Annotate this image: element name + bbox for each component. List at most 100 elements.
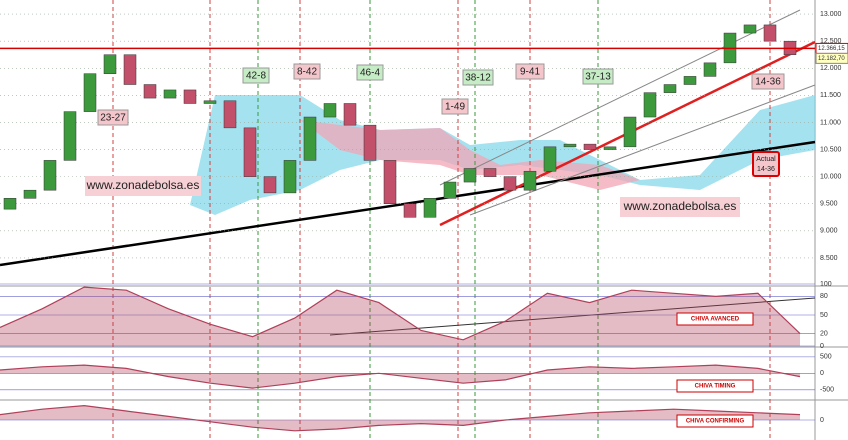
candle: [563, 143, 577, 148]
panel-label-box: [676, 379, 754, 393]
y-tick-label: 11.000: [820, 119, 841, 126]
annotation-box: [441, 98, 469, 115]
watermark-box: [85, 176, 201, 196]
annotation: 42-8: [246, 71, 266, 82]
y-tick-label: 13.000: [820, 11, 842, 18]
y-tick-label: 11.500: [820, 92, 841, 99]
candle: [523, 170, 537, 191]
price-tag-label: 12.366,15: [818, 46, 845, 52]
candle: [583, 143, 597, 150]
price-tag-label: 12.182,70: [818, 56, 845, 62]
candle: [43, 160, 57, 191]
channel-line: [469, 84, 816, 216]
candle: [543, 146, 557, 172]
trend-line: [329, 297, 816, 336]
candle: [663, 84, 677, 93]
annotation: 23-27: [100, 113, 126, 124]
candle: [443, 181, 457, 199]
oscillator-line: [0, 286, 801, 341]
y-tick-label: 20: [820, 330, 828, 337]
oscillator-area: [0, 287, 800, 346]
oscillator-line: [0, 404, 801, 432]
candle: [163, 89, 177, 99]
annotation: Actual: [756, 156, 776, 163]
y-tick-label: 100: [820, 281, 832, 288]
y-tick-label: 50: [820, 312, 828, 319]
candle: [763, 24, 777, 42]
candle: [223, 100, 237, 129]
watermark: www.zonadebolsa.es: [86, 178, 200, 192]
candle: [423, 198, 437, 218]
y-tick-label: 9.000: [820, 228, 838, 235]
candle: [83, 73, 97, 112]
candle: [463, 168, 477, 183]
y-tick-label: 0: [820, 370, 824, 377]
watermark: www.zonadebolsa.es: [623, 199, 737, 213]
candle: [283, 160, 297, 194]
annotation: 37-13: [585, 72, 611, 83]
y-tick-label: 0: [820, 343, 824, 350]
candle: [243, 127, 257, 177]
panel-title: CHIVA AVANCED: [691, 317, 740, 323]
channel-line: [439, 9, 801, 186]
annotation-box: [293, 63, 321, 80]
annotation-box: [462, 69, 494, 86]
y-tick-label: 500: [820, 354, 832, 361]
candle: [143, 84, 157, 99]
oscillator-area: [0, 365, 800, 389]
candle: [263, 176, 277, 194]
annotation-box: [752, 151, 780, 177]
candle: [103, 54, 117, 74]
candle: [363, 124, 377, 161]
candle: [123, 54, 137, 85]
candle: [203, 100, 217, 104]
candle: [343, 103, 357, 126]
candle: [403, 203, 417, 218]
y-tick-label: 80: [820, 293, 828, 300]
annotations: 23-27 42-8 8-42 46-4 1-49 38-12 9-41 37-…: [85, 63, 785, 217]
y-tick-label: 0: [820, 417, 824, 424]
annotation-box: [356, 64, 384, 81]
candle: [623, 116, 637, 148]
candle: [643, 92, 657, 118]
candle: [683, 76, 697, 85]
y-tick-label: 9.500: [820, 201, 838, 208]
annotation-box: [751, 73, 785, 90]
candle: [23, 189, 37, 199]
candle: [383, 160, 397, 204]
panel-label-box: [676, 312, 754, 326]
panel-title: CHIVA CONFIRMING: [686, 419, 745, 425]
y-tick-label: 10.000: [820, 173, 842, 180]
annotation-box: [97, 109, 129, 126]
annotation-box: [242, 67, 270, 84]
annotation: 1-49: [445, 102, 465, 113]
annotation: 46-4: [360, 68, 380, 79]
annotation: 14-36: [757, 166, 775, 173]
annotation: 14-36: [755, 77, 781, 88]
y-tick-label: 12.500: [820, 38, 842, 45]
annotation: 38-12: [465, 73, 491, 84]
oscillator-area: [0, 405, 800, 431]
candle: [483, 168, 497, 177]
annotation-box: [515, 63, 545, 80]
plot: 13.000 12.500 12.000 11.500 11.000 10.500 10.0…: [0, 11, 848, 432]
annotation: 9-41: [520, 67, 540, 78]
candle: [743, 24, 757, 34]
y-tick-label: 10.500: [820, 146, 842, 153]
price-tag: [815, 52, 848, 64]
annotation: 8-42: [297, 67, 317, 78]
cloud: [300, 120, 640, 190]
candle: [183, 89, 197, 104]
panel-title: CHIVA TIMING: [695, 384, 736, 390]
candle: [703, 62, 717, 77]
candle: [503, 176, 517, 191]
candle: [303, 116, 317, 161]
oscillator-line: [0, 364, 801, 389]
candle: [603, 146, 617, 150]
y-tick-label: 12.000: [820, 65, 842, 72]
candle: [3, 198, 17, 210]
candle: [63, 111, 77, 161]
y-tick-label: -500: [820, 387, 834, 394]
